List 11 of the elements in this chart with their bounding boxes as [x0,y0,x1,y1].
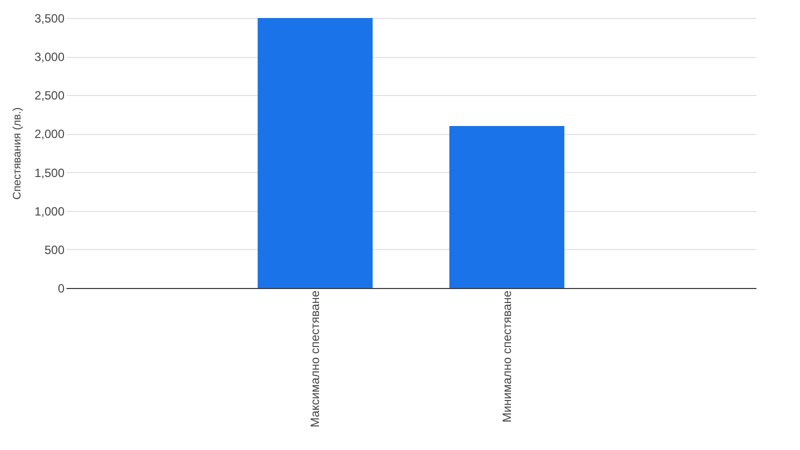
y-tick-label: 2,000 [34,127,65,142]
y-tick-label: 3,500 [34,12,65,26]
y-tick-label: 1,000 [34,204,65,218]
x-tick-label: Максимално спестяване [308,290,322,428]
y-tick-label: 3,000 [34,50,65,64]
y-tick-label: 2,500 [34,88,65,103]
y-tick-label: 0 [58,282,65,296]
y-axis-title: Спестявания (лв.) [11,107,24,200]
y-tick-label: 500 [44,242,65,257]
y-tick-label: 1,500 [34,166,65,180]
x-tick-label: Минимално спестяване [500,290,514,422]
